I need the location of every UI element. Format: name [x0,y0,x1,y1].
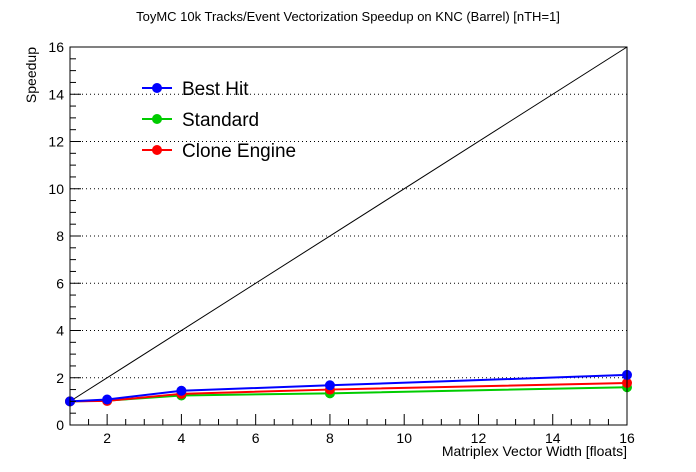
y-tick-label: 16 [48,39,64,55]
x-tick-label: 4 [178,430,186,446]
data-point [324,380,335,391]
x-tick-label: 12 [471,430,487,446]
series-best-hit [65,369,632,407]
x-tick-labels: 2 4 6 8 10 12 14 16 [103,430,635,446]
legend-item: Best Hit [142,79,249,100]
x-axis-title: Matriplex Vector Width [floats] [442,443,627,459]
axis-ticks [70,46,628,426]
ideal-speedup-line [69,46,628,402]
data-point [176,385,187,396]
legend-swatch-marker [152,145,162,155]
y-tick-label: 2 [56,370,64,386]
y-tick-label: 12 [48,134,64,150]
x-tick-label: 14 [545,430,561,446]
y-tick-labels: 0 2 4 6 8 10 12 14 16 [48,39,64,433]
y-tick-label: 8 [56,228,64,244]
legend-label: Standard [182,110,259,131]
legend-swatch-marker [152,83,162,93]
legend-item: Clone Engine [142,141,296,162]
legend-item: Standard [142,110,259,131]
grid-lines [70,93,627,379]
legend-label: Clone Engine [182,141,296,162]
x-tick-label: 6 [252,430,260,446]
y-tick-label: 4 [56,323,64,339]
series-lines [65,369,632,407]
y-axis-title: Speedup [23,47,39,103]
y-tick-label: 0 [56,417,64,433]
y-tick-label: 14 [48,86,64,102]
x-tick-label: 10 [396,430,412,446]
legend: Best Hit Standard Clone Engine [142,79,296,162]
reference-diagonal [69,46,628,402]
chart-title: ToyMC 10k Tracks/Event Vectorization Spe… [136,9,560,24]
x-tick-label: 16 [619,430,635,446]
y-tick-label: 10 [48,181,64,197]
y-tick-label: 6 [56,275,64,291]
data-point [102,394,113,405]
x-tick-label: 8 [326,430,334,446]
x-tick-label: 2 [103,430,111,446]
legend-swatch-marker [152,114,162,124]
legend-label: Best Hit [182,79,249,100]
